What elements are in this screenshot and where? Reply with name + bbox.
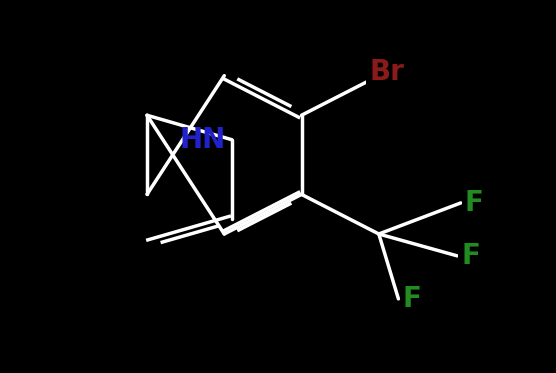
Text: F: F <box>403 285 421 313</box>
Text: F: F <box>461 242 480 270</box>
Text: Br: Br <box>369 58 404 86</box>
Text: HN: HN <box>180 126 226 154</box>
Text: F: F <box>465 189 484 217</box>
